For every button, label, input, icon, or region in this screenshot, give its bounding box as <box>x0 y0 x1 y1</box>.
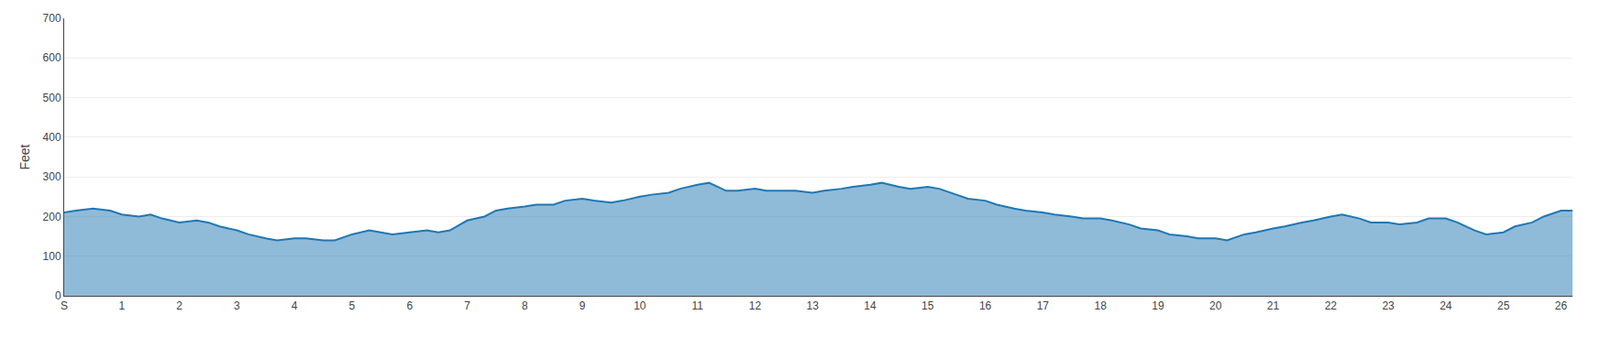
svg-text:10: 10 <box>633 299 647 313</box>
svg-text:S: S <box>60 299 68 313</box>
svg-text:13: 13 <box>806 299 820 313</box>
svg-text:100: 100 <box>43 250 62 264</box>
svg-text:500: 500 <box>43 91 62 105</box>
svg-text:400: 400 <box>43 131 62 144</box>
svg-text:18: 18 <box>1093 299 1107 313</box>
svg-text:26: 26 <box>1555 299 1568 313</box>
svg-text:22: 22 <box>1324 299 1338 313</box>
svg-text:19: 19 <box>1151 299 1165 313</box>
svg-text:0: 0 <box>55 289 62 303</box>
svg-text:600: 600 <box>43 51 62 65</box>
svg-text:17: 17 <box>1037 299 1050 313</box>
svg-text:9: 9 <box>579 299 586 313</box>
svg-text:11: 11 <box>691 299 704 313</box>
svg-text:14: 14 <box>863 299 877 313</box>
svg-text:Feet: Feet <box>17 143 33 170</box>
svg-text:20: 20 <box>1209 299 1223 313</box>
svg-text:25: 25 <box>1497 299 1511 313</box>
svg-text:24: 24 <box>1439 299 1453 313</box>
svg-text:8: 8 <box>521 299 529 313</box>
svg-text:200: 200 <box>43 210 62 224</box>
svg-text:6: 6 <box>406 299 413 313</box>
svg-text:2: 2 <box>176 299 183 313</box>
svg-text:7: 7 <box>463 299 471 313</box>
svg-text:23: 23 <box>1381 299 1395 313</box>
svg-text:700: 700 <box>43 11 62 25</box>
svg-text:3: 3 <box>233 299 241 313</box>
svg-text:21: 21 <box>1267 299 1280 313</box>
svg-text:5: 5 <box>349 299 356 313</box>
svg-text:4: 4 <box>291 299 298 313</box>
svg-text:300: 300 <box>43 170 62 184</box>
svg-text:12: 12 <box>749 299 762 313</box>
svg-text:15: 15 <box>921 299 935 313</box>
svg-text:1: 1 <box>118 299 125 313</box>
svg-text:16: 16 <box>979 299 993 313</box>
